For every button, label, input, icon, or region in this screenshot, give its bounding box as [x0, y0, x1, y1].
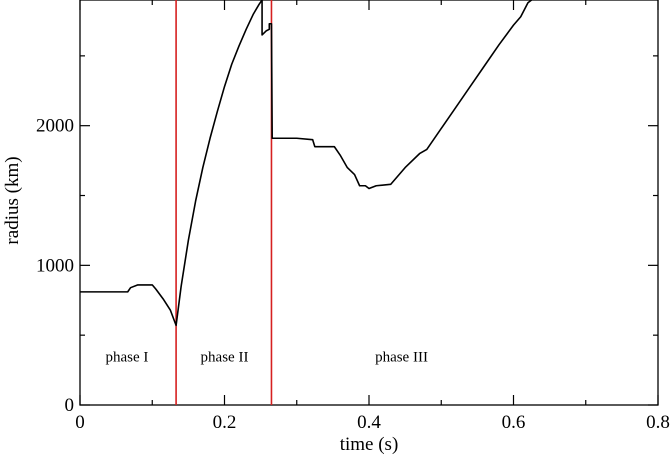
- x-axis-title: time (s): [340, 434, 399, 455]
- x-tick-label: 0.6: [502, 412, 526, 433]
- x-axis-ticks: 0 0.2 0.4 0.6 0.8: [75, 0, 670, 433]
- plot-frame: [79, 0, 659, 406]
- y-tick-label: 1000: [36, 255, 74, 276]
- x-tick-label: 0.8: [646, 412, 670, 433]
- plot-area: [79, 0, 659, 406]
- phase-boundary-lines: [175, 0, 273, 405]
- series-group: [80, 0, 533, 327]
- phase-label: phase III: [375, 350, 428, 366]
- phase-label: phase I: [106, 350, 149, 366]
- x-tick-label: 0.4: [357, 412, 381, 433]
- x-tick-label: 0.2: [213, 412, 237, 433]
- phase-labels: phase I phase II phase III: [106, 350, 428, 366]
- phase-label: phase II: [201, 350, 249, 366]
- y-axis-title: radius (km): [2, 156, 23, 244]
- radius-curve: [80, 0, 533, 327]
- y-tick-label: 0: [65, 395, 75, 416]
- y-tick-label: 2000: [36, 116, 74, 137]
- y-axis-ticks: 0 1000 2000: [36, 55, 658, 416]
- x-tick-label: 0: [75, 412, 85, 433]
